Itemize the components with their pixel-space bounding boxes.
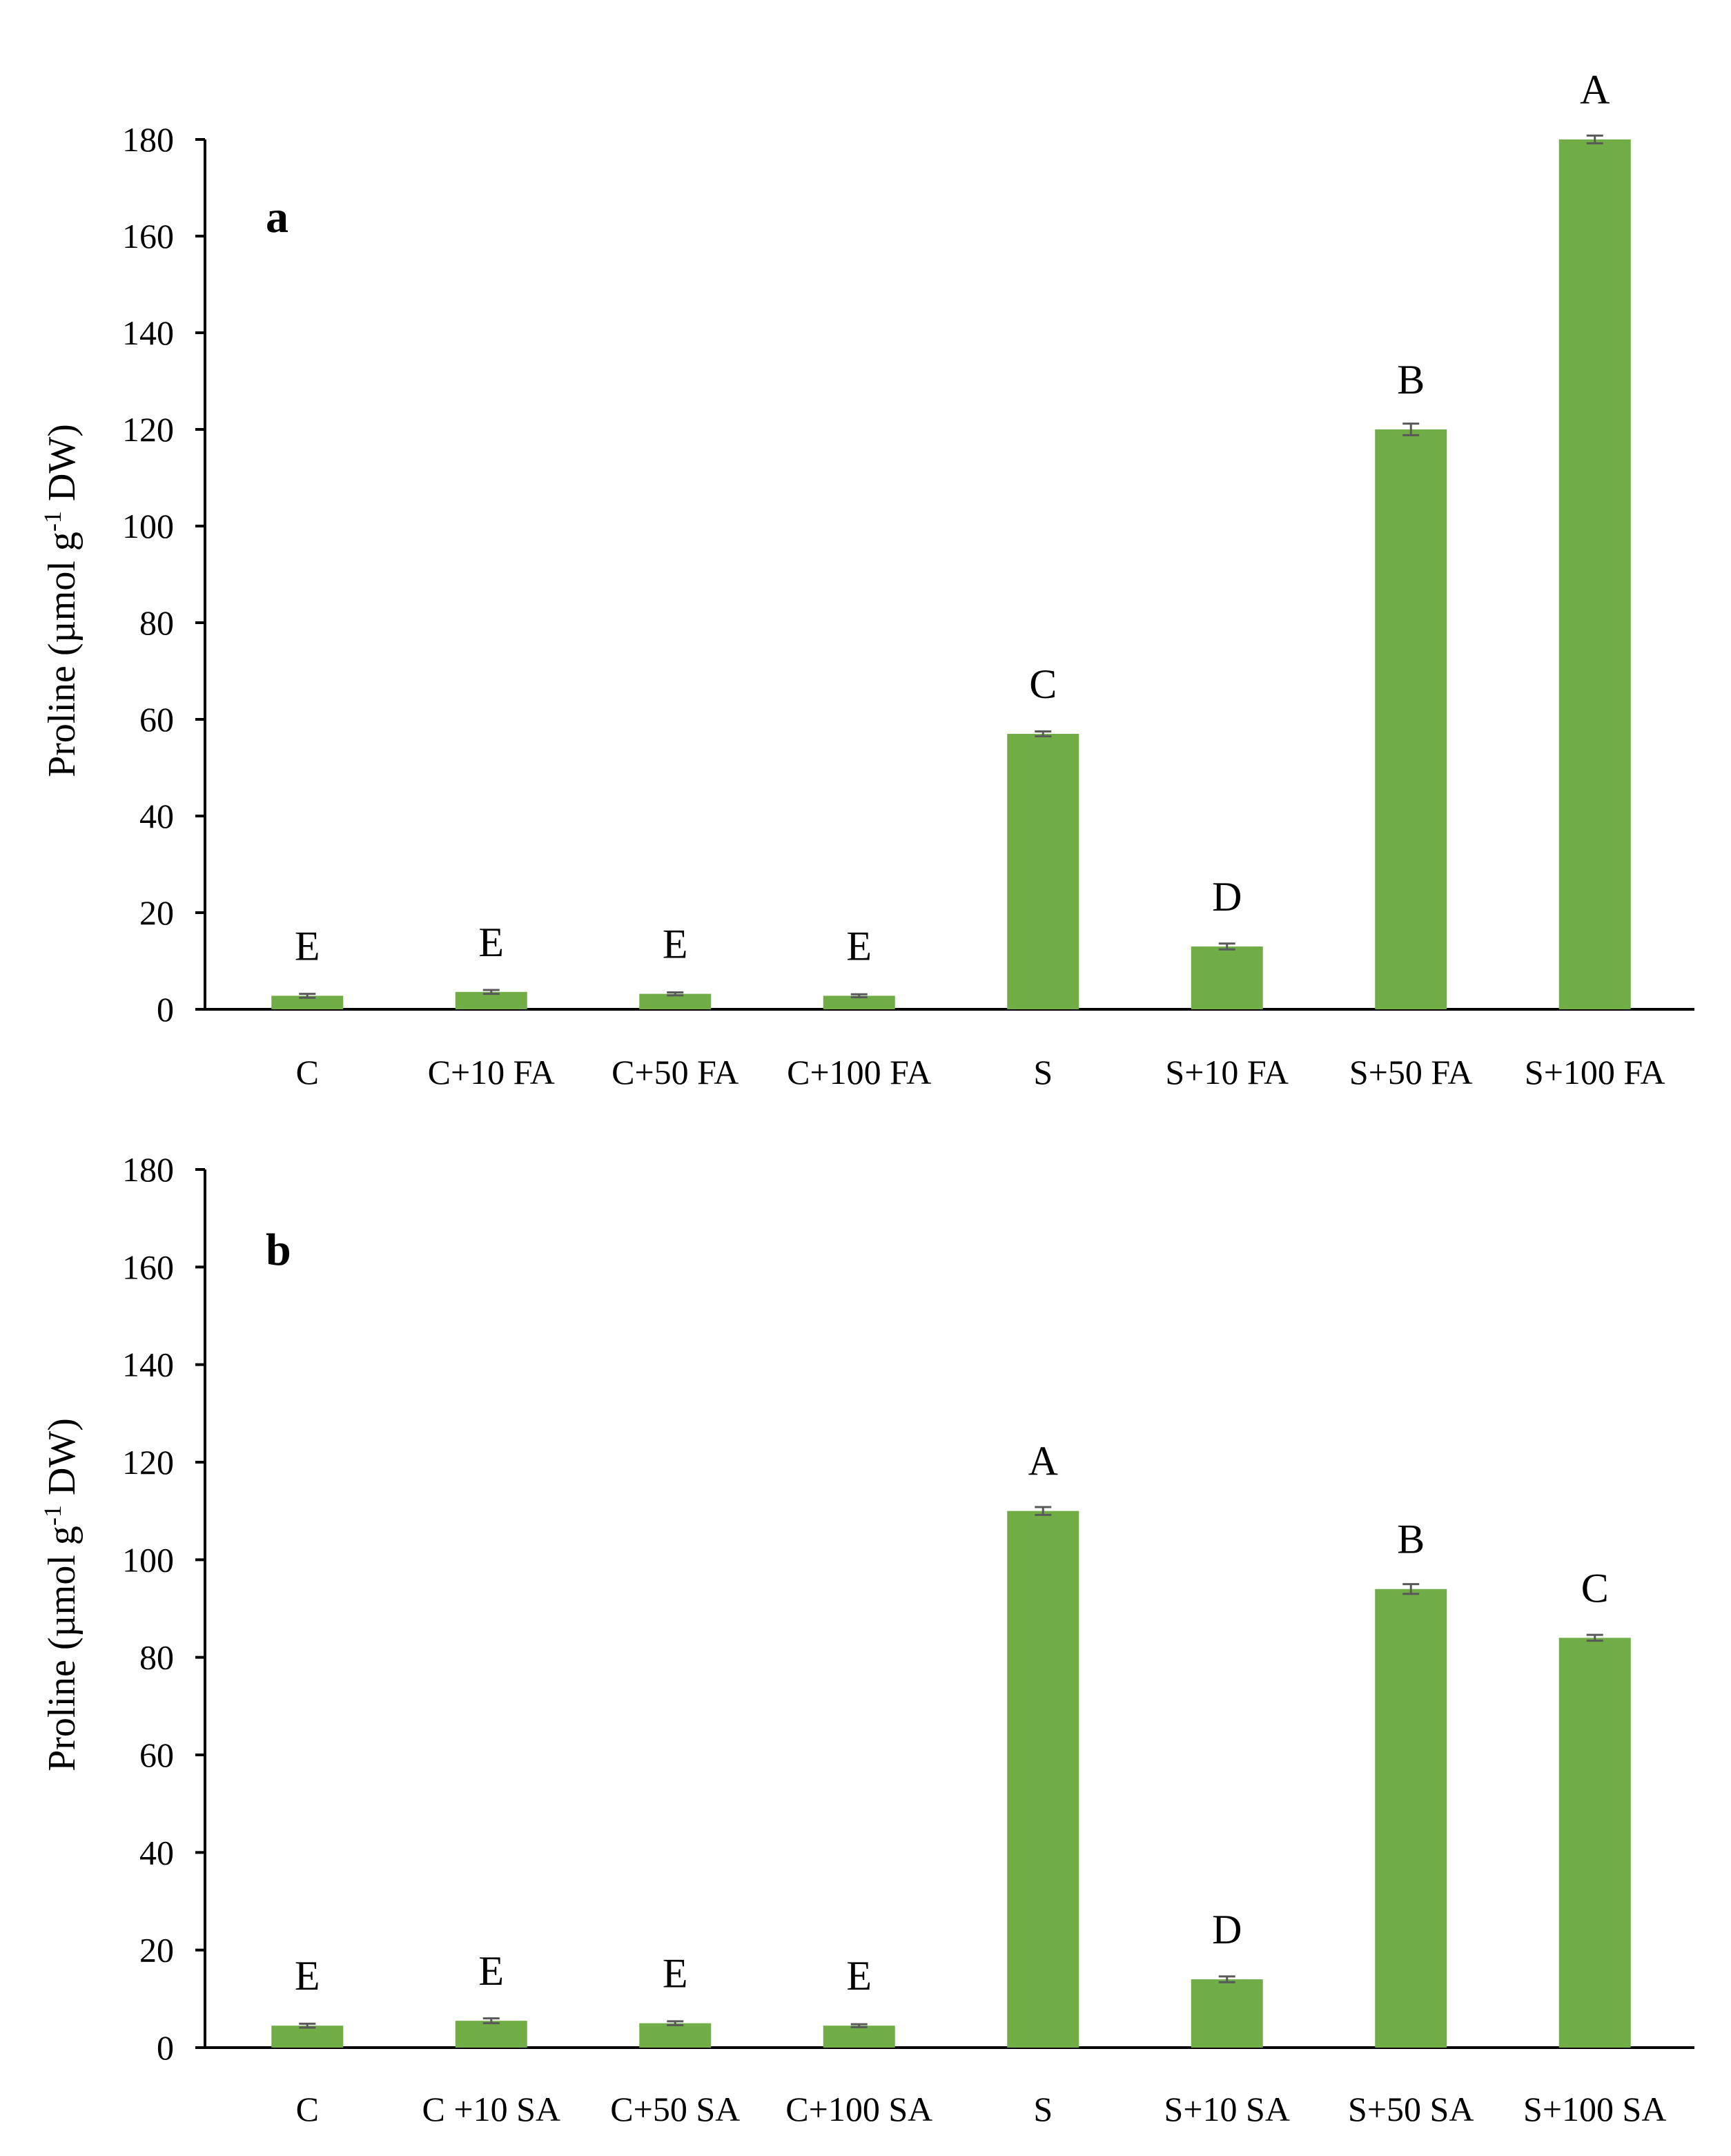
y-tick-label: 100 [122,1540,174,1579]
category-label: C+50 SA [610,2090,740,2128]
y-tick-label: 140 [122,313,174,352]
category-label: C+50 FA [612,1053,739,1091]
bar [271,996,344,1009]
y-axis-title-superscript: -1 [39,511,66,532]
y-tick-label: 0 [157,990,174,1029]
y-tick-label: 120 [122,410,174,449]
significance-label: D [1212,1907,1242,1952]
y-tick-label: 40 [139,797,174,835]
y-tick-label: 80 [139,603,174,642]
y-tick-label: 40 [139,1833,174,1872]
y-axis-title-main: Proline (µmol g [41,1526,84,1771]
y-tick-label: 160 [122,217,174,255]
y-axis-title-unit: DW) [41,1418,84,1505]
y-tick-label: 140 [122,1346,174,1384]
significance-label: C [1581,1565,1609,1611]
panel-label: b [266,1225,291,1275]
bar [1191,1979,1263,2048]
panel-label: a [266,192,288,242]
significance-label: E [478,1948,504,1994]
bar [1375,1589,1447,2048]
y-tick-label: 60 [139,700,174,739]
bar [639,993,712,1009]
y-tick-label: 20 [139,1931,174,1970]
bar [1558,139,1631,1009]
significance-label: A [1580,67,1610,113]
significance-label: A [1028,1439,1058,1484]
bar [1007,734,1079,1009]
y-axis-title-superscript: -1 [39,1505,66,1526]
y-tick-label: 20 [139,893,174,932]
category-label: S [1033,1053,1053,1091]
bar [1007,1511,1079,2048]
y-axis-title-unit: DW) [41,424,84,511]
category-label: S+10 SA [1164,2090,1290,2128]
y-tick-label: 180 [122,1150,174,1189]
bar [1375,429,1447,1009]
bar [1191,946,1263,1009]
category-label: C [296,2090,319,2128]
y-tick-label: 160 [122,1247,174,1286]
bar [271,2026,344,2048]
bar [823,2026,895,2048]
chart-panel-b: 0 20 40 60 80 100 120 140 160 180 E C E C +10 SA E C+50… [39,1150,1694,2128]
bar [639,2023,712,2048]
category-label: S+50 SA [1348,2090,1474,2128]
y-axis-title: Proline (µmol g-1 DW) [39,1418,84,1771]
category-label: C+100 SA [785,2090,932,2128]
significance-label: E [663,922,688,967]
y-axis-title: Proline (µmol g-1 DW) [39,424,84,777]
category-label: C +10 SA [422,2090,560,2128]
significance-label: B [1397,357,1425,402]
significance-label: B [1397,1517,1425,1562]
category-label: C+100 FA [787,1053,931,1091]
significance-label: D [1212,874,1242,920]
significance-label: E [295,923,320,969]
category-label: S+100 FA [1525,1053,1665,1091]
significance-label: E [846,1953,872,1999]
y-axis-title-main: Proline (µmol g [41,532,84,777]
category-label: S+10 FA [1165,1053,1289,1091]
significance-label: E [846,923,872,969]
significance-label: E [663,1951,688,1997]
significance-label: C [1029,661,1057,707]
significance-label: E [295,1953,320,1999]
bar [823,996,895,1009]
significance-label: E [478,920,504,965]
chart-panel-a: 0 20 40 60 80 100 120 140 160 180 E C E C+10 FA E C+50 … [39,67,1694,1091]
bar [1558,1638,1631,2048]
y-tick-label: 100 [122,507,174,545]
category-label: C [296,1053,319,1091]
y-tick-label: 0 [157,2028,174,2067]
y-tick-label: 120 [122,1443,174,1482]
y-tick-label: 180 [122,120,174,159]
y-tick-label: 60 [139,1736,174,1774]
category-label: C+10 FA [428,1053,555,1091]
category-label: S [1033,2090,1053,2128]
category-label: S+100 SA [1523,2090,1666,2128]
category-label: S+50 FA [1349,1053,1473,1091]
bar [455,2021,527,2048]
y-tick-label: 80 [139,1638,174,1677]
